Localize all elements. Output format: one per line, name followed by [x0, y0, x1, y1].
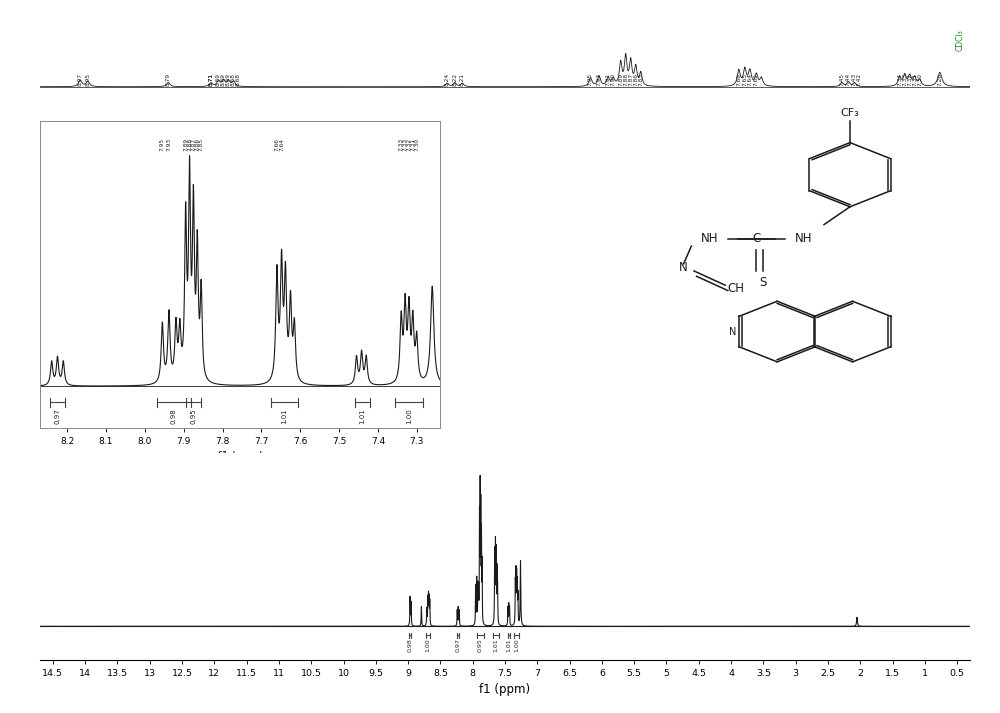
Text: 1.00: 1.00 — [514, 638, 519, 652]
Text: 8.71: 8.71 — [208, 73, 213, 86]
Text: 0.97: 0.97 — [456, 638, 461, 652]
Text: 7.32: 7.32 — [406, 138, 411, 151]
Text: 7.86: 7.86 — [633, 73, 638, 86]
Text: 0.97: 0.97 — [54, 409, 60, 424]
Text: 7.66: 7.66 — [274, 138, 279, 151]
Text: CF₃: CF₃ — [841, 108, 859, 118]
Text: 7.42: 7.42 — [857, 73, 862, 86]
Text: N: N — [729, 327, 737, 337]
Text: 1.00: 1.00 — [426, 638, 431, 652]
Text: 7.95: 7.95 — [160, 138, 165, 151]
Text: 8.79: 8.79 — [166, 73, 171, 86]
Text: 1.00: 1.00 — [406, 409, 412, 424]
Text: 7.26: 7.26 — [937, 73, 942, 86]
Text: NH: NH — [701, 232, 718, 245]
Text: 0.95: 0.95 — [190, 409, 196, 424]
Text: 7.87: 7.87 — [628, 73, 633, 86]
Text: 0.95: 0.95 — [478, 638, 483, 652]
Text: 0.98: 0.98 — [408, 638, 413, 652]
Text: 7.31: 7.31 — [912, 73, 917, 86]
Text: 8.71: 8.71 — [208, 73, 213, 86]
Text: 7.44: 7.44 — [846, 73, 851, 86]
Text: 7.88: 7.88 — [187, 138, 192, 151]
Text: 8.69: 8.69 — [221, 73, 226, 86]
Text: 7.33: 7.33 — [399, 138, 404, 151]
X-axis label: f1 (ppm): f1 (ppm) — [218, 451, 262, 461]
X-axis label: f1 (ppm): f1 (ppm) — [479, 683, 531, 696]
Text: S: S — [759, 277, 766, 289]
Text: 1.01: 1.01 — [493, 638, 498, 652]
Text: 7.32: 7.32 — [907, 73, 912, 86]
Text: 7.91: 7.91 — [606, 73, 611, 86]
Text: 7.34: 7.34 — [897, 73, 902, 86]
Text: 8.68: 8.68 — [236, 73, 241, 86]
Text: 7.45: 7.45 — [839, 73, 844, 86]
Text: C: C — [752, 232, 761, 245]
Text: 1.01: 1.01 — [506, 638, 511, 652]
Text: 7.33: 7.33 — [902, 73, 907, 86]
Text: 7.89: 7.89 — [618, 73, 623, 86]
Text: 7.43: 7.43 — [852, 73, 857, 86]
Text: 1.01: 1.01 — [282, 409, 288, 424]
Text: 8.69: 8.69 — [216, 73, 221, 86]
Text: 7.31: 7.31 — [410, 138, 415, 151]
Text: 1.01: 1.01 — [359, 409, 365, 424]
Text: NH: NH — [794, 232, 812, 245]
Text: 8.68: 8.68 — [231, 73, 236, 86]
Text: 7.95: 7.95 — [588, 73, 593, 86]
Text: 7.30: 7.30 — [917, 73, 922, 86]
Text: 8.24: 8.24 — [445, 73, 450, 86]
Text: 7.89: 7.89 — [183, 138, 188, 151]
Text: 7.62: 7.62 — [754, 73, 759, 86]
Text: N: N — [679, 261, 688, 274]
Text: 7.87: 7.87 — [191, 138, 196, 151]
Text: 7.90: 7.90 — [611, 73, 616, 86]
Text: 8.95: 8.95 — [85, 73, 90, 86]
Text: 7.88: 7.88 — [623, 73, 628, 86]
Text: 7.93: 7.93 — [597, 73, 602, 86]
Text: 7.66: 7.66 — [736, 73, 741, 86]
Text: 7.65: 7.65 — [742, 73, 747, 86]
Text: 0.98: 0.98 — [171, 409, 177, 424]
Text: CH: CH — [727, 282, 744, 295]
Text: 8.69: 8.69 — [226, 73, 231, 86]
Text: 8.97: 8.97 — [78, 73, 83, 86]
Text: 7.93: 7.93 — [166, 138, 171, 151]
Text: 7.85: 7.85 — [199, 138, 204, 151]
Text: 7.64: 7.64 — [279, 138, 284, 151]
Text: 8.22: 8.22 — [452, 73, 457, 86]
Text: 7.33: 7.33 — [403, 138, 408, 151]
Text: 7.64: 7.64 — [747, 73, 752, 86]
Text: 7.85: 7.85 — [638, 73, 643, 86]
Text: 8.21: 8.21 — [460, 73, 465, 86]
Text: 7.30: 7.30 — [414, 138, 419, 151]
Text: 7.86: 7.86 — [195, 138, 200, 151]
Text: CDCl₃: CDCl₃ — [955, 29, 964, 51]
